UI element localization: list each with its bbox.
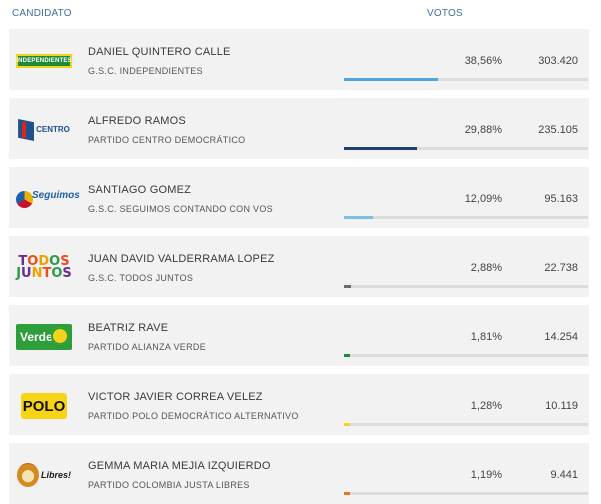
vote-bar-fill [344, 216, 374, 219]
candidate-row[interactable]: Verde BEATRIZ RAVE PARTIDO ALIANZA VERDE… [9, 305, 589, 366]
colombia-justa-libres-logo-text: Libres! [40, 469, 71, 480]
polo-logo: POLO [15, 390, 73, 422]
candidate-row[interactable]: TODOS JUNTOS JUAN DAVID VALDERRAMA LOPEZ… [9, 236, 589, 297]
vote-bar-fill [344, 285, 352, 288]
todos-juntos-logo: TODOS JUNTOS [15, 252, 73, 284]
vote-bar-fill [344, 147, 417, 150]
vote-count: 95.163 [544, 193, 578, 205]
vote-percentage: 1,19% [470, 469, 502, 481]
lion-icon [16, 463, 39, 487]
candidate-party: G.S.C. SEGUIMOS CONTANDO CON VOS [88, 204, 273, 214]
vote-bar-fill [344, 354, 350, 357]
candidate-name: GEMMA MARIA MEJIA IZQUIERDO [88, 460, 271, 472]
vote-bar-fill [344, 423, 350, 426]
vote-bar-track [344, 147, 588, 150]
centro-democratico-logo: CENTRO [15, 114, 73, 146]
candidate-name: ALFREDO RAMOS [88, 115, 186, 127]
vote-bar-track [344, 492, 588, 495]
candidate-name: BEATRIZ RAVE [88, 322, 169, 334]
vote-bar-track [344, 78, 588, 81]
candidate-party: PARTIDO POLO DEMOCRÁTICO ALTERNATIVO [88, 411, 299, 421]
candidate-row[interactable]: Libres! GEMMA MARIA MEJIA IZQUIERDO PART… [9, 443, 589, 504]
vote-count: 10.119 [545, 400, 578, 412]
seguimos-logo: Seguimos [15, 183, 80, 215]
results-header: CANDIDATO VOTOS [0, 0, 601, 24]
independientes-logo: INDEPENDIENTES [15, 45, 73, 77]
candidate-party: G.S.C. INDEPENDIENTES [88, 66, 203, 76]
alianza-verde-logo: Verde [15, 321, 73, 353]
vote-percentage: 38,56% [464, 55, 502, 67]
centro-democratico-mark-icon [18, 119, 35, 141]
vote-percentage: 1,81% [470, 331, 502, 343]
polo-logo-text: POLO [21, 393, 67, 419]
candidate-name: JUAN DAVID VALDERRAMA LOPEZ [88, 253, 275, 265]
candidate-row[interactable]: INDEPENDIENTES DANIEL QUINTERO CALLE G.S… [9, 29, 589, 90]
centro-democratico-logo-text: CENTRO [36, 125, 70, 134]
vote-count: 9.441 [550, 469, 578, 481]
candidate-row[interactable]: CENTRO ALFREDO RAMOS PARTIDO CENTRO DEMO… [9, 98, 589, 159]
candidate-name: DANIEL QUINTERO CALLE [88, 46, 231, 58]
todos-juntos-logo-text: TODOS JUNTOS [16, 253, 72, 281]
vote-count: 235.105 [538, 124, 578, 136]
candidate-party: PARTIDO ALIANZA VERDE [88, 342, 206, 352]
vote-percentage: 1,28% [470, 400, 502, 412]
vote-bar-track [344, 423, 588, 426]
candidate-party: G.S.C. TODOS JUNTOS [88, 273, 194, 283]
vote-percentage: 29,88% [464, 124, 502, 136]
vote-bar-track [344, 354, 588, 357]
vote-count: 303.420 [538, 55, 578, 67]
sunflower-icon [51, 327, 69, 345]
column-header-candidato: CANDIDATO [12, 8, 72, 19]
vote-percentage: 2,88% [470, 262, 502, 274]
vote-bar-track [344, 285, 588, 288]
vote-percentage: 12,09% [464, 193, 502, 205]
candidate-party: PARTIDO COLOMBIA JUSTA LIBRES [88, 480, 250, 490]
candidate-name: VICTOR JAVIER CORREA VELEZ [88, 391, 263, 403]
seguimos-logo-text: Seguimos [32, 190, 80, 201]
candidate-party: PARTIDO CENTRO DEMOCRÁTICO [88, 135, 246, 145]
colombia-justa-libres-logo: Libres! [15, 459, 73, 491]
independientes-logo-text: INDEPENDIENTES [16, 54, 72, 68]
alianza-verde-logo-text: Verde [20, 330, 53, 344]
vote-bar-track [344, 216, 588, 219]
seguimos-swirl-icon [16, 191, 33, 208]
candidate-name: SANTIAGO GOMEZ [88, 184, 192, 196]
column-header-votos: VOTOS [427, 8, 463, 19]
vote-count: 22.738 [544, 262, 578, 274]
vote-count: 14.254 [544, 331, 578, 343]
vote-bar-fill [344, 78, 439, 81]
candidate-row[interactable]: Seguimos SANTIAGO GOMEZ G.S.C. SEGUIMOS … [9, 167, 589, 228]
candidate-row[interactable]: POLO VICTOR JAVIER CORREA VELEZ PARTIDO … [9, 374, 589, 435]
vote-bar-fill [344, 492, 350, 495]
